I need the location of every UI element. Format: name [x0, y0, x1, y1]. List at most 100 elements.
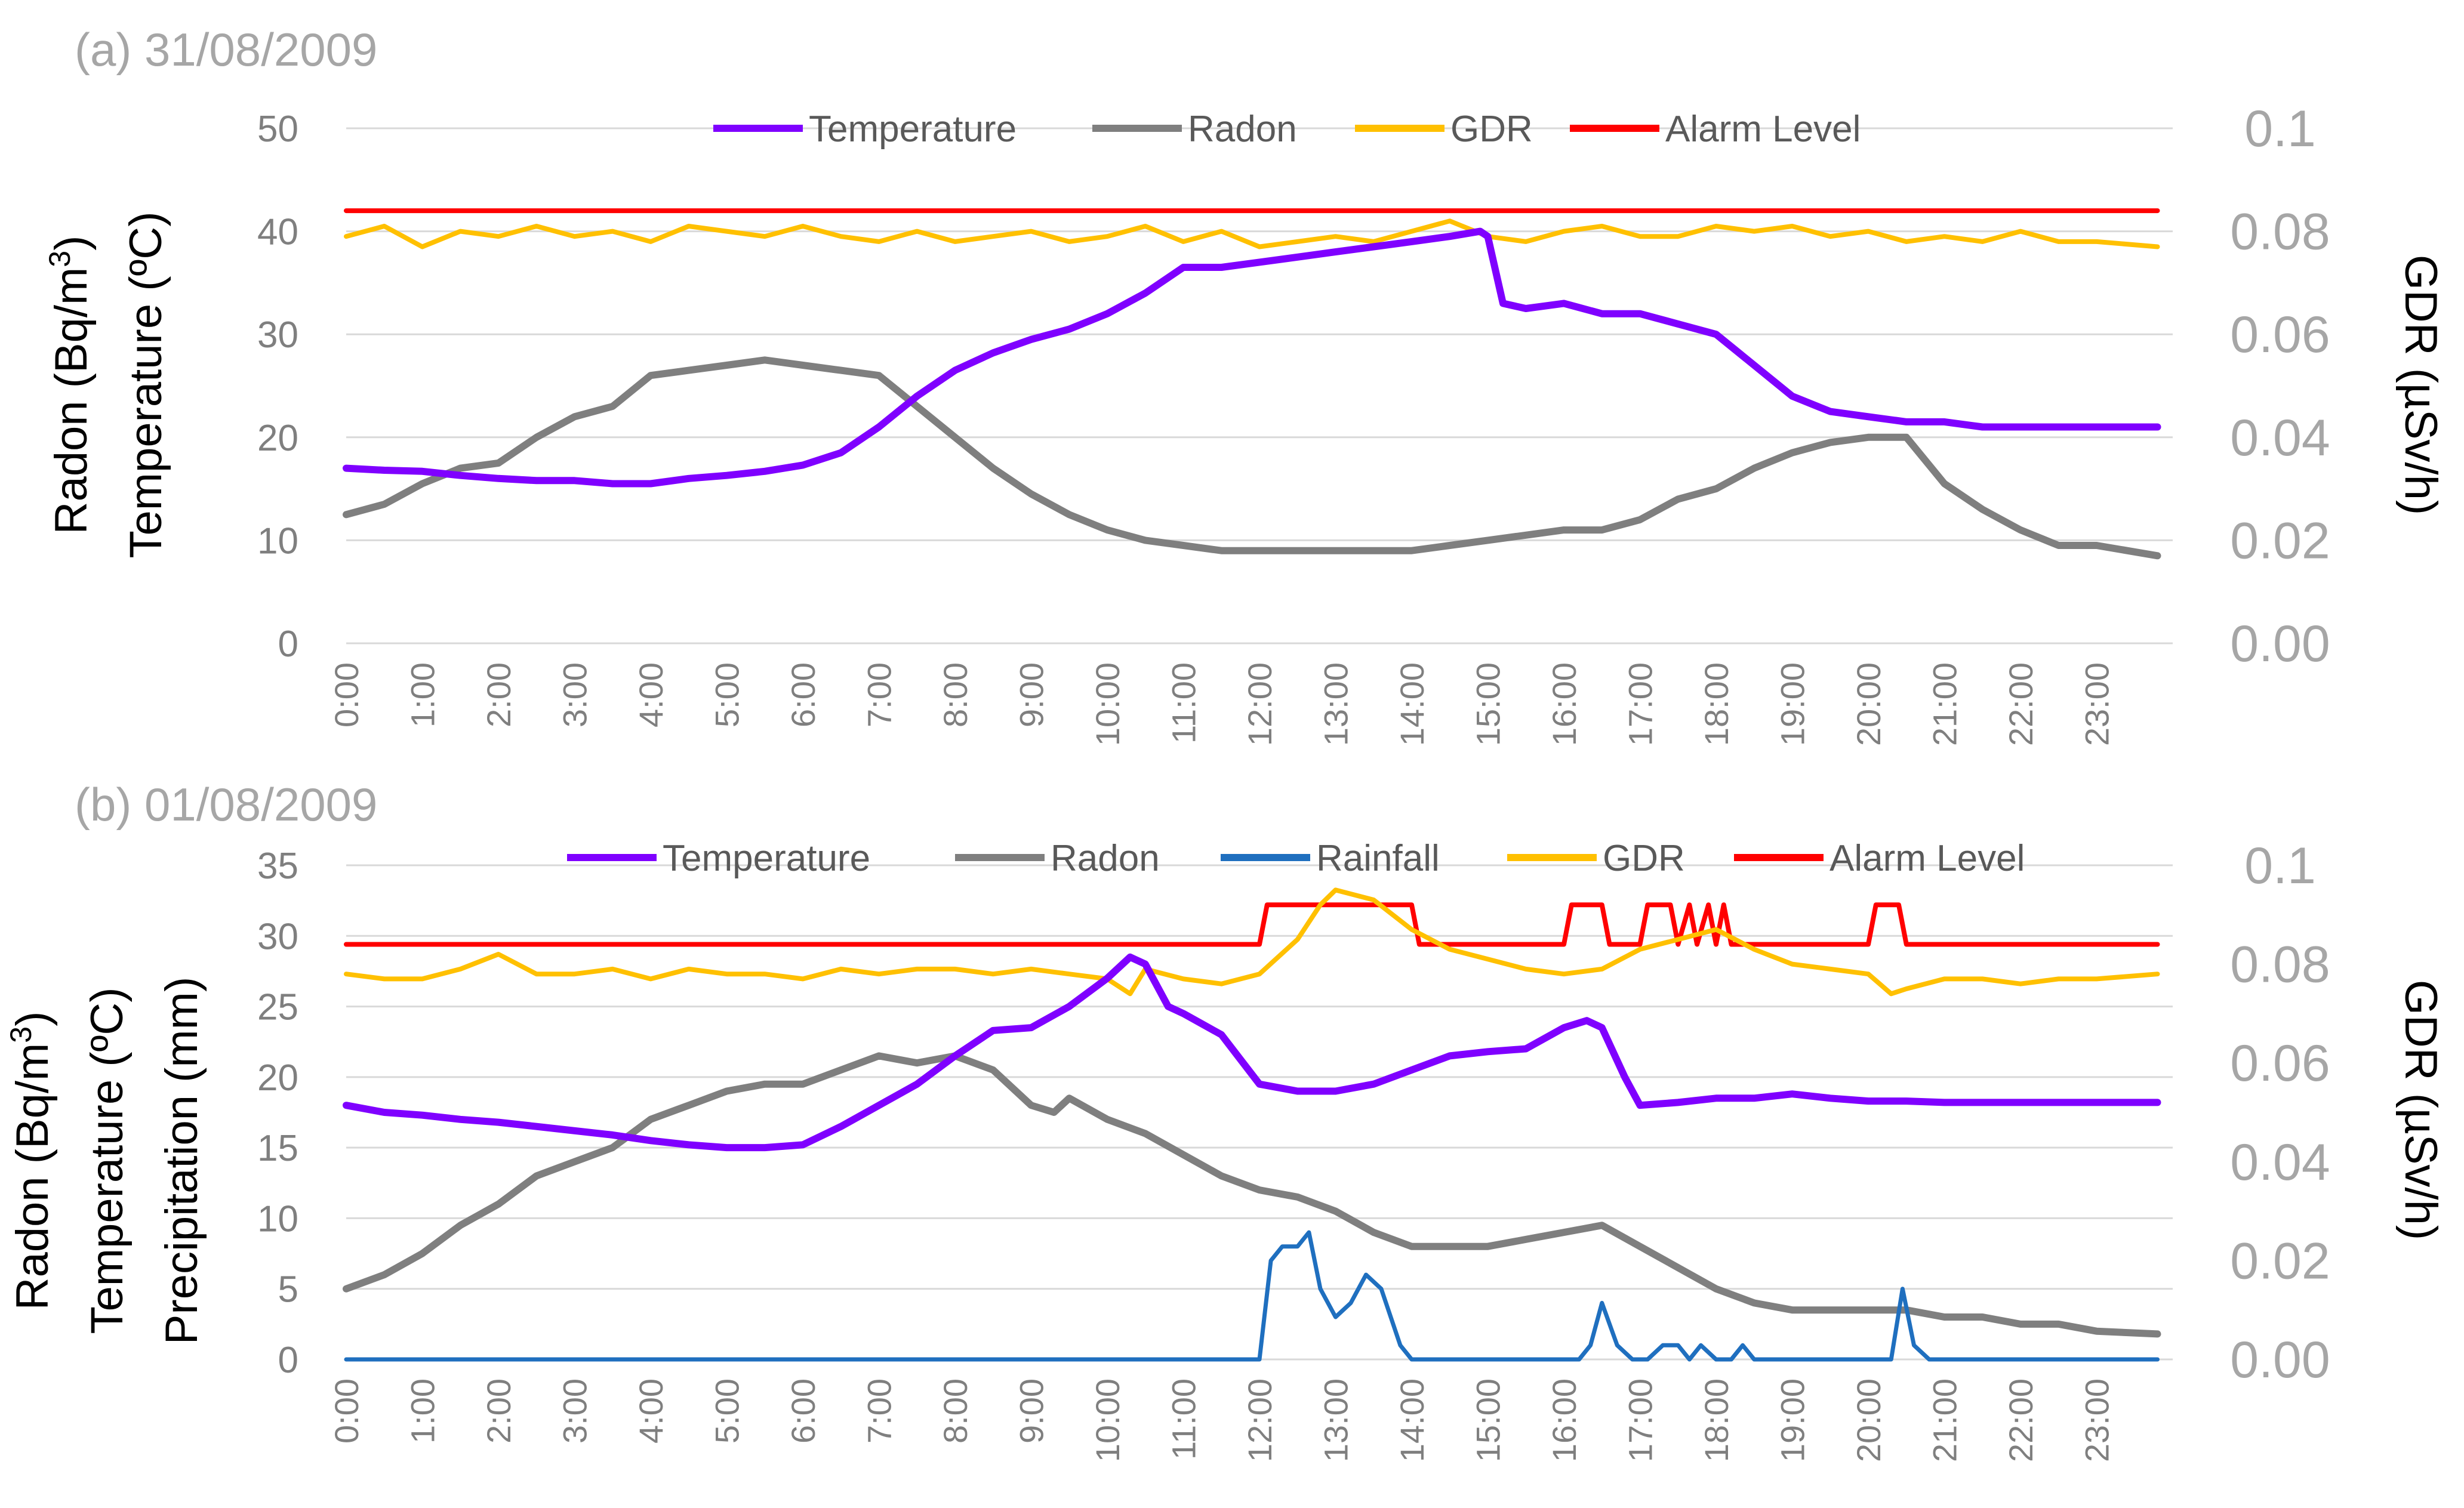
legend-item: Radon [955, 838, 1160, 879]
x-tick-label: 0:00 [328, 662, 365, 727]
series-line-radon [343, 1052, 2161, 1338]
left-axis-label-superscript: 3 [43, 251, 76, 267]
legend-item: Rainfall [1221, 838, 1440, 879]
left-axis-label-superscript: 3 [4, 1026, 38, 1043]
left-tick-label: 10 [257, 520, 298, 562]
chart-a: (a) 31/08/2009 0 10 20 30 40 50 0.00 0.02 0.04 0.0… [43, 23, 2446, 746]
x-tick-label: 19:00 [1774, 662, 1812, 746]
left-axis-label: Radon (Bq/m3) [4, 1011, 58, 1310]
x-tick-label: 11:00 [1165, 662, 1203, 744]
legend-label: Alarm Level [1829, 838, 2025, 879]
x-tick-label: 22:00 [2002, 1379, 2040, 1462]
x-tick-label: 21:00 [1926, 662, 1964, 746]
x-tick-label: 15:00 [1470, 662, 1507, 746]
left-tick-label: 35 [257, 846, 298, 887]
right-tick-label: 0.1 [2244, 837, 2316, 895]
legend-item: Temperature [713, 109, 1017, 150]
x-tick-label: 4:00 [632, 1379, 670, 1444]
x-tick-label: 6:00 [784, 662, 822, 727]
x-tick-label: 23:00 [2078, 1379, 2116, 1462]
right-tick-label: 0.04 [2230, 409, 2330, 467]
legend-label: GDR [1603, 838, 1685, 879]
series-line-radon [343, 356, 2161, 560]
x-tick-label: 9:00 [1013, 662, 1051, 727]
left-tick-label: 0 [278, 1340, 298, 1381]
left-axis-label-text: Radon (Bq/m [46, 267, 97, 535]
x-tick-label: 3:00 [556, 1379, 594, 1444]
left-tick-label: 30 [257, 314, 298, 356]
legend-label: GDR [1450, 109, 1533, 150]
left-tick-label: 40 [257, 212, 298, 253]
legend-label: Rainfall [1316, 838, 1440, 879]
series-line-gdr [344, 887, 2160, 997]
x-tick-label: 11:00 [1165, 1379, 1203, 1460]
legend-label: Temperature [663, 838, 870, 879]
legend-item: Temperature [567, 838, 870, 879]
legend-label: Alarm Level [1665, 109, 1861, 150]
left-axis-label-close: ) [46, 236, 97, 251]
x-tick-label: 18:00 [1698, 662, 1735, 746]
right-tick-label: 0.04 [2230, 1134, 2330, 1191]
left-axis-label: Temperature (ºC) [121, 211, 171, 558]
series-line-rainfall [344, 1230, 2160, 1362]
left-tick-label: 25 [257, 987, 298, 1028]
x-tick-label: 23:00 [2078, 662, 2116, 746]
chart-title: (a) 31/08/2009 [75, 23, 377, 76]
x-tick-label: 9:00 [1013, 1379, 1051, 1444]
left-tick-label: 15 [257, 1128, 298, 1169]
legend-item: GDR [1355, 109, 1533, 150]
left-axis-label: Precipitation (mm) [156, 977, 207, 1345]
legend-item: Radon [1092, 109, 1297, 150]
series-line-gdr [344, 218, 2160, 249]
x-tick-label: 20:00 [1850, 662, 1887, 746]
x-tick-label: 5:00 [709, 662, 746, 727]
x-tick-label: 10:00 [1089, 1379, 1126, 1462]
x-tick-label: 18:00 [1698, 1379, 1735, 1462]
x-tick-label: 19:00 [1774, 1379, 1812, 1462]
x-tick-label: 3:00 [556, 662, 594, 727]
x-tick-label: 6:00 [784, 1379, 822, 1444]
legend-label: Temperature [809, 109, 1017, 150]
legend-item: Alarm Level [1570, 109, 1861, 150]
x-tick-label: 4:00 [632, 662, 670, 727]
series-line-temperature [343, 227, 2161, 488]
x-tick-label: 2:00 [480, 662, 518, 727]
legend-label: Radon [1051, 838, 1160, 879]
x-tick-label: 17:00 [1622, 662, 1659, 746]
right-tick-label: 0.08 [2230, 936, 2330, 994]
right-tick-label: 0.1 [2244, 100, 2316, 158]
left-axis-label: Temperature (ºC) [82, 987, 133, 1334]
legend-item: Alarm Level [1734, 838, 2025, 879]
right-axis-label: GDR (µSv/h) [2395, 980, 2446, 1240]
right-tick-label: 0.02 [2230, 1232, 2330, 1290]
left-tick-label: 30 [257, 916, 298, 957]
x-tick-label: 0:00 [328, 1379, 365, 1444]
x-tick-label: 1:00 [404, 662, 442, 727]
x-tick-label: 13:00 [1317, 1379, 1355, 1462]
chart-title: (b) 01/08/2009 [75, 778, 377, 831]
x-tick-label: 10:00 [1089, 662, 1126, 746]
x-tick-label: 15:00 [1470, 1379, 1507, 1462]
x-tick-label: 12:00 [1241, 1379, 1279, 1462]
x-tick-label: 20:00 [1850, 1379, 1887, 1462]
left-tick-label: 5 [278, 1269, 298, 1310]
left-tick-label: 50 [257, 109, 298, 150]
x-tick-label: 21:00 [1926, 1379, 1964, 1462]
x-tick-label: 13:00 [1317, 662, 1355, 746]
right-tick-label: 0.06 [2230, 306, 2330, 363]
x-tick-label: 7:00 [861, 662, 898, 727]
left-tick-label: 10 [257, 1198, 298, 1239]
x-tick-label: 17:00 [1622, 1379, 1659, 1462]
right-tick-label: 0.02 [2230, 512, 2330, 569]
x-tick-label: 8:00 [937, 662, 974, 727]
x-tick-label: 12:00 [1241, 662, 1279, 746]
x-tick-label: 7:00 [861, 1379, 898, 1444]
x-tick-label: 1:00 [404, 1379, 442, 1444]
x-tick-label: 22:00 [2002, 662, 2040, 746]
x-tick-label: 8:00 [937, 1379, 974, 1444]
right-tick-label: 0.00 [2230, 615, 2330, 673]
left-tick-label: 20 [257, 418, 298, 459]
right-tick-label: 0.00 [2230, 1331, 2330, 1389]
left-axis-label-close: ) [7, 1011, 58, 1026]
left-tick-label: 20 [257, 1057, 298, 1099]
